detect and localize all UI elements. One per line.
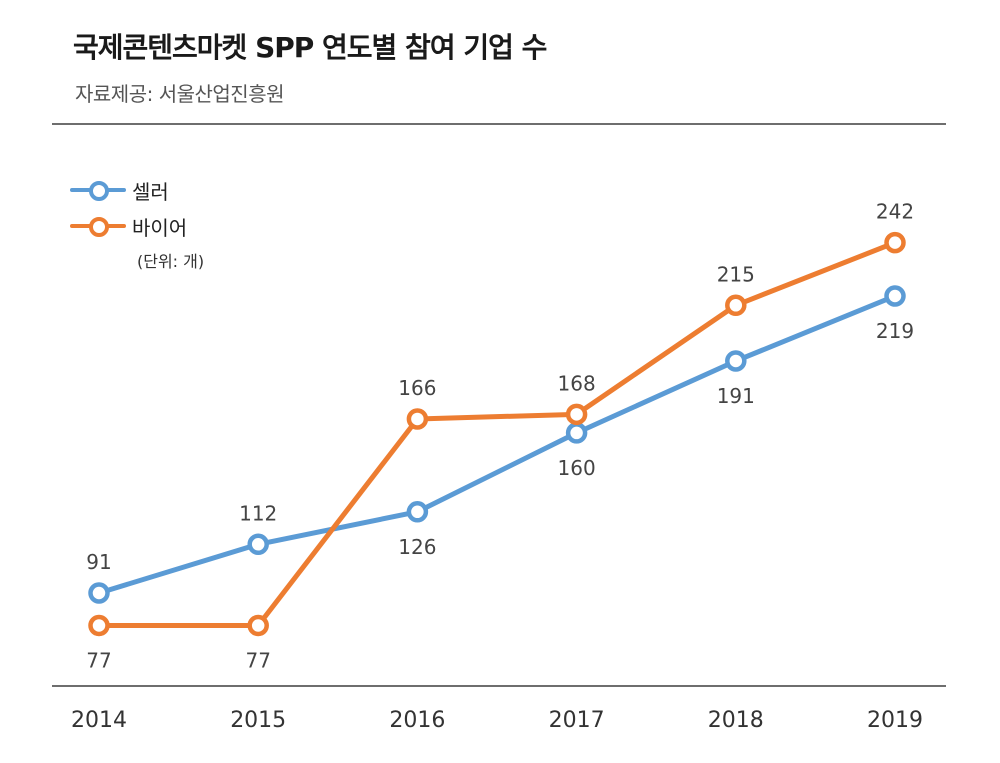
point-buyer-2018 [725,294,747,317]
point-seller-2014 [88,582,110,604]
point-buyer-2015 [247,614,269,637]
data-label-seller-2019: 219 [876,319,914,343]
point-buyer-2019 [884,231,906,254]
x-tick-label-2018: 2018 [708,708,764,733]
data-label-seller-2017: 160 [558,456,596,480]
point-buyer-2016 [406,408,429,430]
data-label-buyer-2016: 166 [398,376,436,400]
series-line-buyer [96,240,898,628]
data-label-seller-2018: 191 [717,384,755,408]
top-rule [52,123,946,125]
x-tick-label-2016: 2016 [389,708,445,733]
point-seller-2015 [247,533,269,556]
data-label-seller-2016: 126 [398,535,436,559]
data-label-buyer-2019: 242 [876,200,914,224]
point-seller-2018 [725,350,747,372]
point-buyer-2017 [565,403,588,426]
bottom-rule [52,685,946,687]
chart-title: 국제콘텐츠마켓 SPP 연도별 참여 기업 수 [73,31,547,64]
x-tick-label-2019: 2019 [867,708,923,733]
data-label-buyer-2017: 168 [558,371,596,395]
x-tick-label-2015: 2015 [230,708,286,733]
point-seller-2016 [406,501,429,523]
legend-swatch-seller [70,180,126,201]
legend-label-seller: 셀러 [132,179,169,204]
x-tick-label-2014: 2014 [71,708,127,733]
chart-source: 자료제공: 서울산업진흥원 [75,82,285,106]
data-label-seller-2014: 91 [86,550,111,574]
data-label-buyer-2015: 77 [245,648,270,672]
series-line-seller [96,293,898,596]
x-tick-label-2017: 2017 [549,708,605,733]
unit-label: (단위: 개) [137,252,205,271]
legend-label-buyer: 바이어 [132,215,188,240]
legend: 셀러 바이어 [70,172,187,244]
legend-item-seller: 셀러 [70,172,187,208]
point-seller-2017 [565,422,588,444]
data-label-seller-2015: 112 [239,501,277,525]
legend-swatch-buyer [70,216,126,237]
data-label-buyer-2018: 215 [717,262,755,286]
legend-item-buyer: 바이어 [70,208,187,244]
data-label-buyer-2014: 77 [86,648,111,672]
point-seller-2019 [884,285,906,307]
point-buyer-2014 [88,614,110,637]
